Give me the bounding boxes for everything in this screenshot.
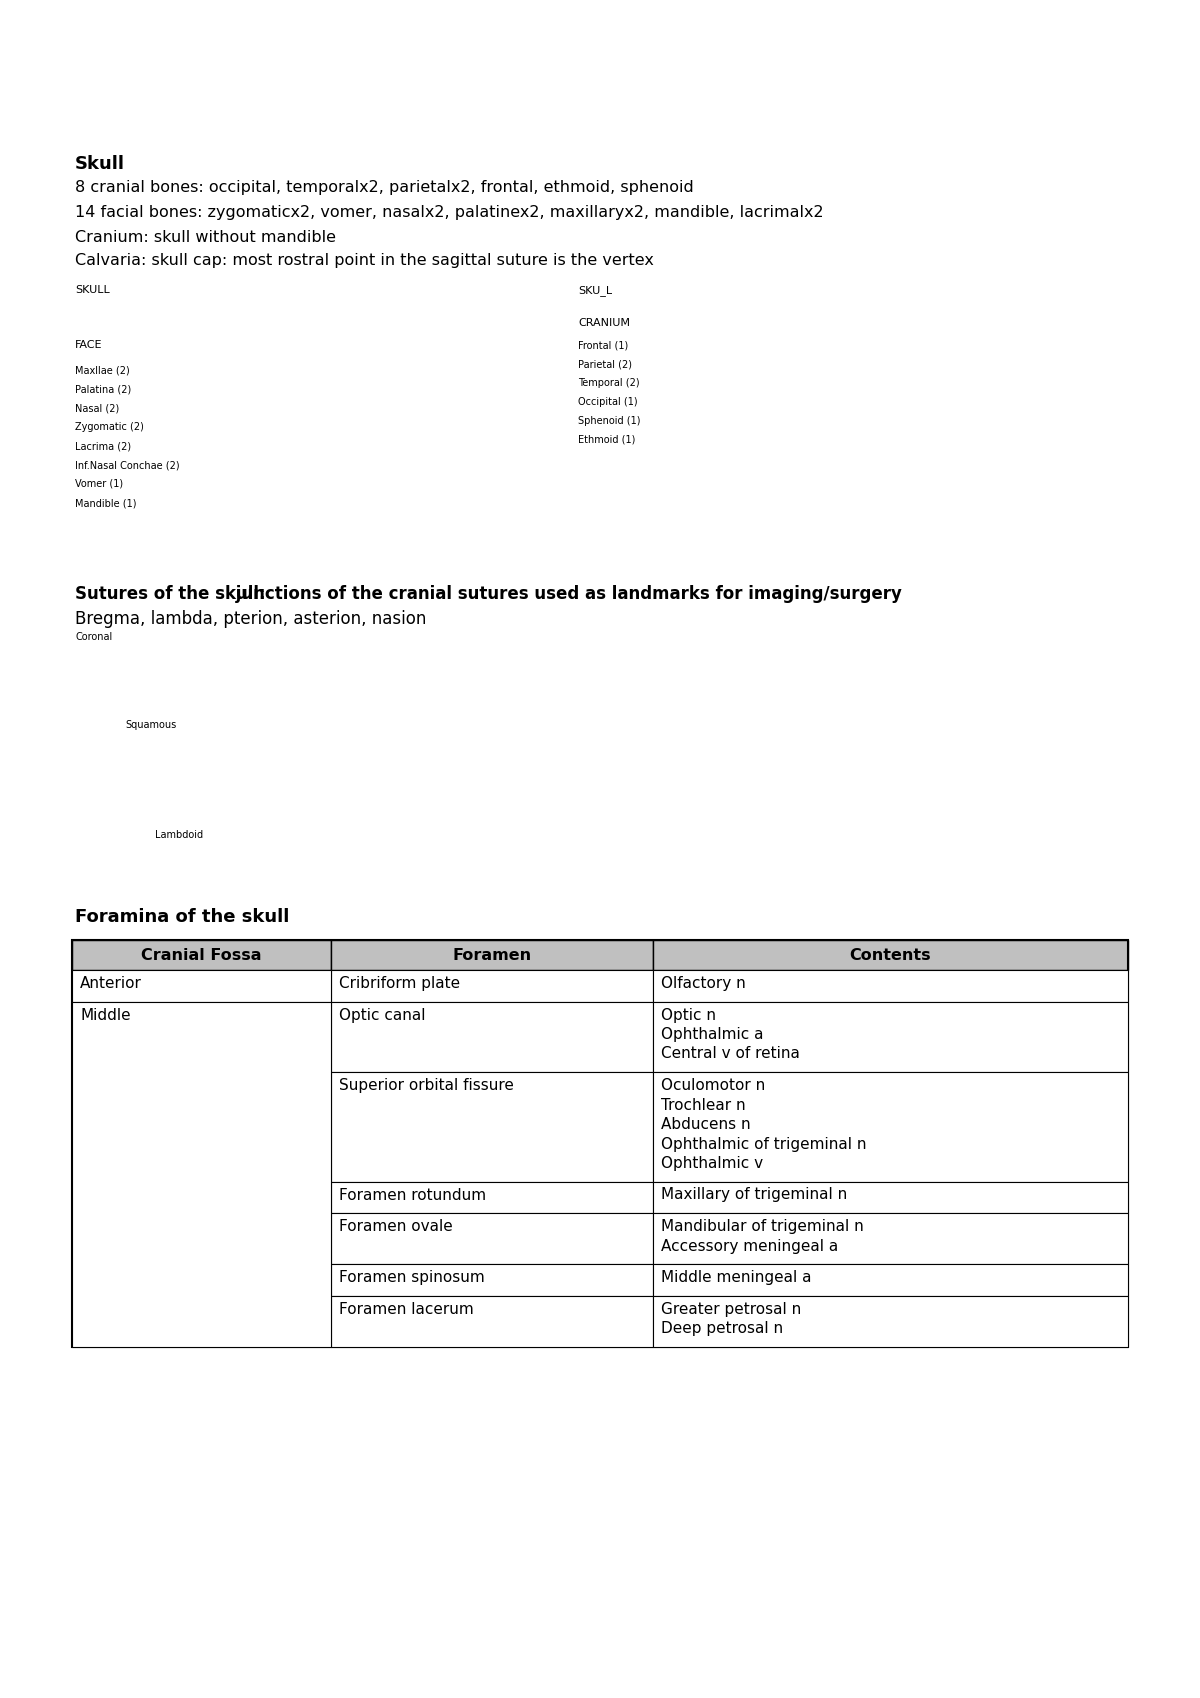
Text: Cribriform plate: Cribriform plate [338,976,460,992]
Text: Superior orbital fissure: Superior orbital fissure [338,1078,514,1094]
Text: Frontal (1): Frontal (1) [578,340,629,350]
Bar [331,1263,653,1296]
Text: Middle: Middle [80,1007,131,1022]
Bar [653,1182,1128,1212]
Text: Bregma, lambda, pterion, asterion, nasion: Bregma, lambda, pterion, asterion, nasio… [74,610,426,628]
Bar [72,941,1128,1347]
Bar [331,1071,653,1182]
Text: Greater petrosal n: Greater petrosal n [661,1301,802,1316]
Bar [653,941,1128,970]
Text: Foramen rotundum: Foramen rotundum [338,1187,486,1202]
Text: Temporal (2): Temporal (2) [578,379,640,389]
Text: Anterior: Anterior [80,976,142,992]
Text: Squamous: Squamous [125,720,176,730]
Text: Foramen lacerum: Foramen lacerum [338,1301,474,1316]
Text: Sutures of the skull:: Sutures of the skull: [74,586,265,603]
Bar [653,970,1128,1002]
Bar [378,628,680,895]
Text: Foramen spinosum: Foramen spinosum [338,1270,485,1285]
Text: Zygomatic (2): Zygomatic (2) [74,423,144,431]
Text: Accessory meningeal a: Accessory meningeal a [661,1238,838,1253]
Bar [653,1071,1128,1182]
Text: Optic n: Optic n [661,1007,715,1022]
Bar [74,628,370,895]
Text: SKU_L: SKU_L [578,285,612,295]
Bar [72,970,331,1002]
Text: Optic canal: Optic canal [338,1007,425,1022]
Text: Abducens n: Abducens n [661,1117,750,1133]
Text: Mandible (1): Mandible (1) [74,498,137,508]
Text: Lacrima (2): Lacrima (2) [74,441,131,452]
Text: Trochlear n: Trochlear n [661,1097,745,1112]
Text: Occipital (1): Occipital (1) [578,397,637,408]
Text: Parietal (2): Parietal (2) [578,358,632,368]
Text: Ophthalmic of trigeminal n: Ophthalmic of trigeminal n [661,1136,866,1151]
Text: Ophthalmic v: Ophthalmic v [661,1156,763,1172]
Text: Mandibular of trigeminal n: Mandibular of trigeminal n [661,1219,864,1234]
Text: Foramina of the skull: Foramina of the skull [74,908,289,925]
Bar [331,1296,653,1347]
Bar [331,1182,653,1212]
Text: Ethmoid (1): Ethmoid (1) [578,435,635,445]
Text: Deep petrosal n: Deep petrosal n [661,1321,782,1336]
Text: Vomer (1): Vomer (1) [74,479,124,489]
Text: 8 cranial bones: occipital, temporalx2, parietalx2, frontal, ethmoid, sphenoid: 8 cranial bones: occipital, temporalx2, … [74,180,694,195]
Bar [653,1296,1128,1347]
Text: FACE: FACE [74,340,102,350]
Bar [72,941,331,970]
Text: CRANIUM: CRANIUM [578,318,630,328]
Text: Sphenoid (1): Sphenoid (1) [578,416,641,426]
Bar [72,1002,331,1347]
Text: Central v of retina: Central v of retina [661,1046,799,1061]
Text: Contents: Contents [850,947,931,963]
Text: Ophthalmic a: Ophthalmic a [661,1027,763,1043]
Text: 14 facial bones: zygomaticx2, vomer, nasalx2, palatinex2, maxillaryx2, mandible,: 14 facial bones: zygomaticx2, vomer, nas… [74,205,823,221]
Bar [331,970,653,1002]
Bar [331,941,653,970]
Bar [331,1212,653,1263]
Text: Maxllae (2): Maxllae (2) [74,365,130,375]
Text: Maxillary of trigeminal n: Maxillary of trigeminal n [661,1187,847,1202]
Text: Foramen: Foramen [452,947,532,963]
Text: Coronal: Coronal [74,632,113,642]
Bar [74,278,565,572]
Text: Lambdoid: Lambdoid [155,830,203,841]
Text: Nasal (2): Nasal (2) [74,402,119,413]
Bar [653,1002,1128,1071]
Text: Skull: Skull [74,155,125,173]
Text: Oculomotor n: Oculomotor n [661,1078,766,1094]
Bar [578,278,1138,572]
Text: Middle meningeal a: Middle meningeal a [661,1270,811,1285]
Text: Foramen ovale: Foramen ovale [338,1219,452,1234]
Text: Cranial Fossa: Cranial Fossa [142,947,262,963]
Bar [653,1212,1128,1263]
Text: Calvaria: skull cap: most rostral point in the sagittal suture is the vertex: Calvaria: skull cap: most rostral point … [74,253,654,268]
Text: junctions of the cranial sutures used as landmarks for imaging/surgery: junctions of the cranial sutures used as… [230,586,902,603]
Text: Palatina (2): Palatina (2) [74,384,131,394]
Text: Olfactory n: Olfactory n [661,976,745,992]
Text: Cranium: skull without mandible: Cranium: skull without mandible [74,229,336,245]
Text: SKULL: SKULL [74,285,109,295]
Bar [695,628,1145,895]
Bar [331,1002,653,1071]
Text: Inf.Nasal Conchae (2): Inf.Nasal Conchae (2) [74,460,180,470]
Bar [653,1263,1128,1296]
